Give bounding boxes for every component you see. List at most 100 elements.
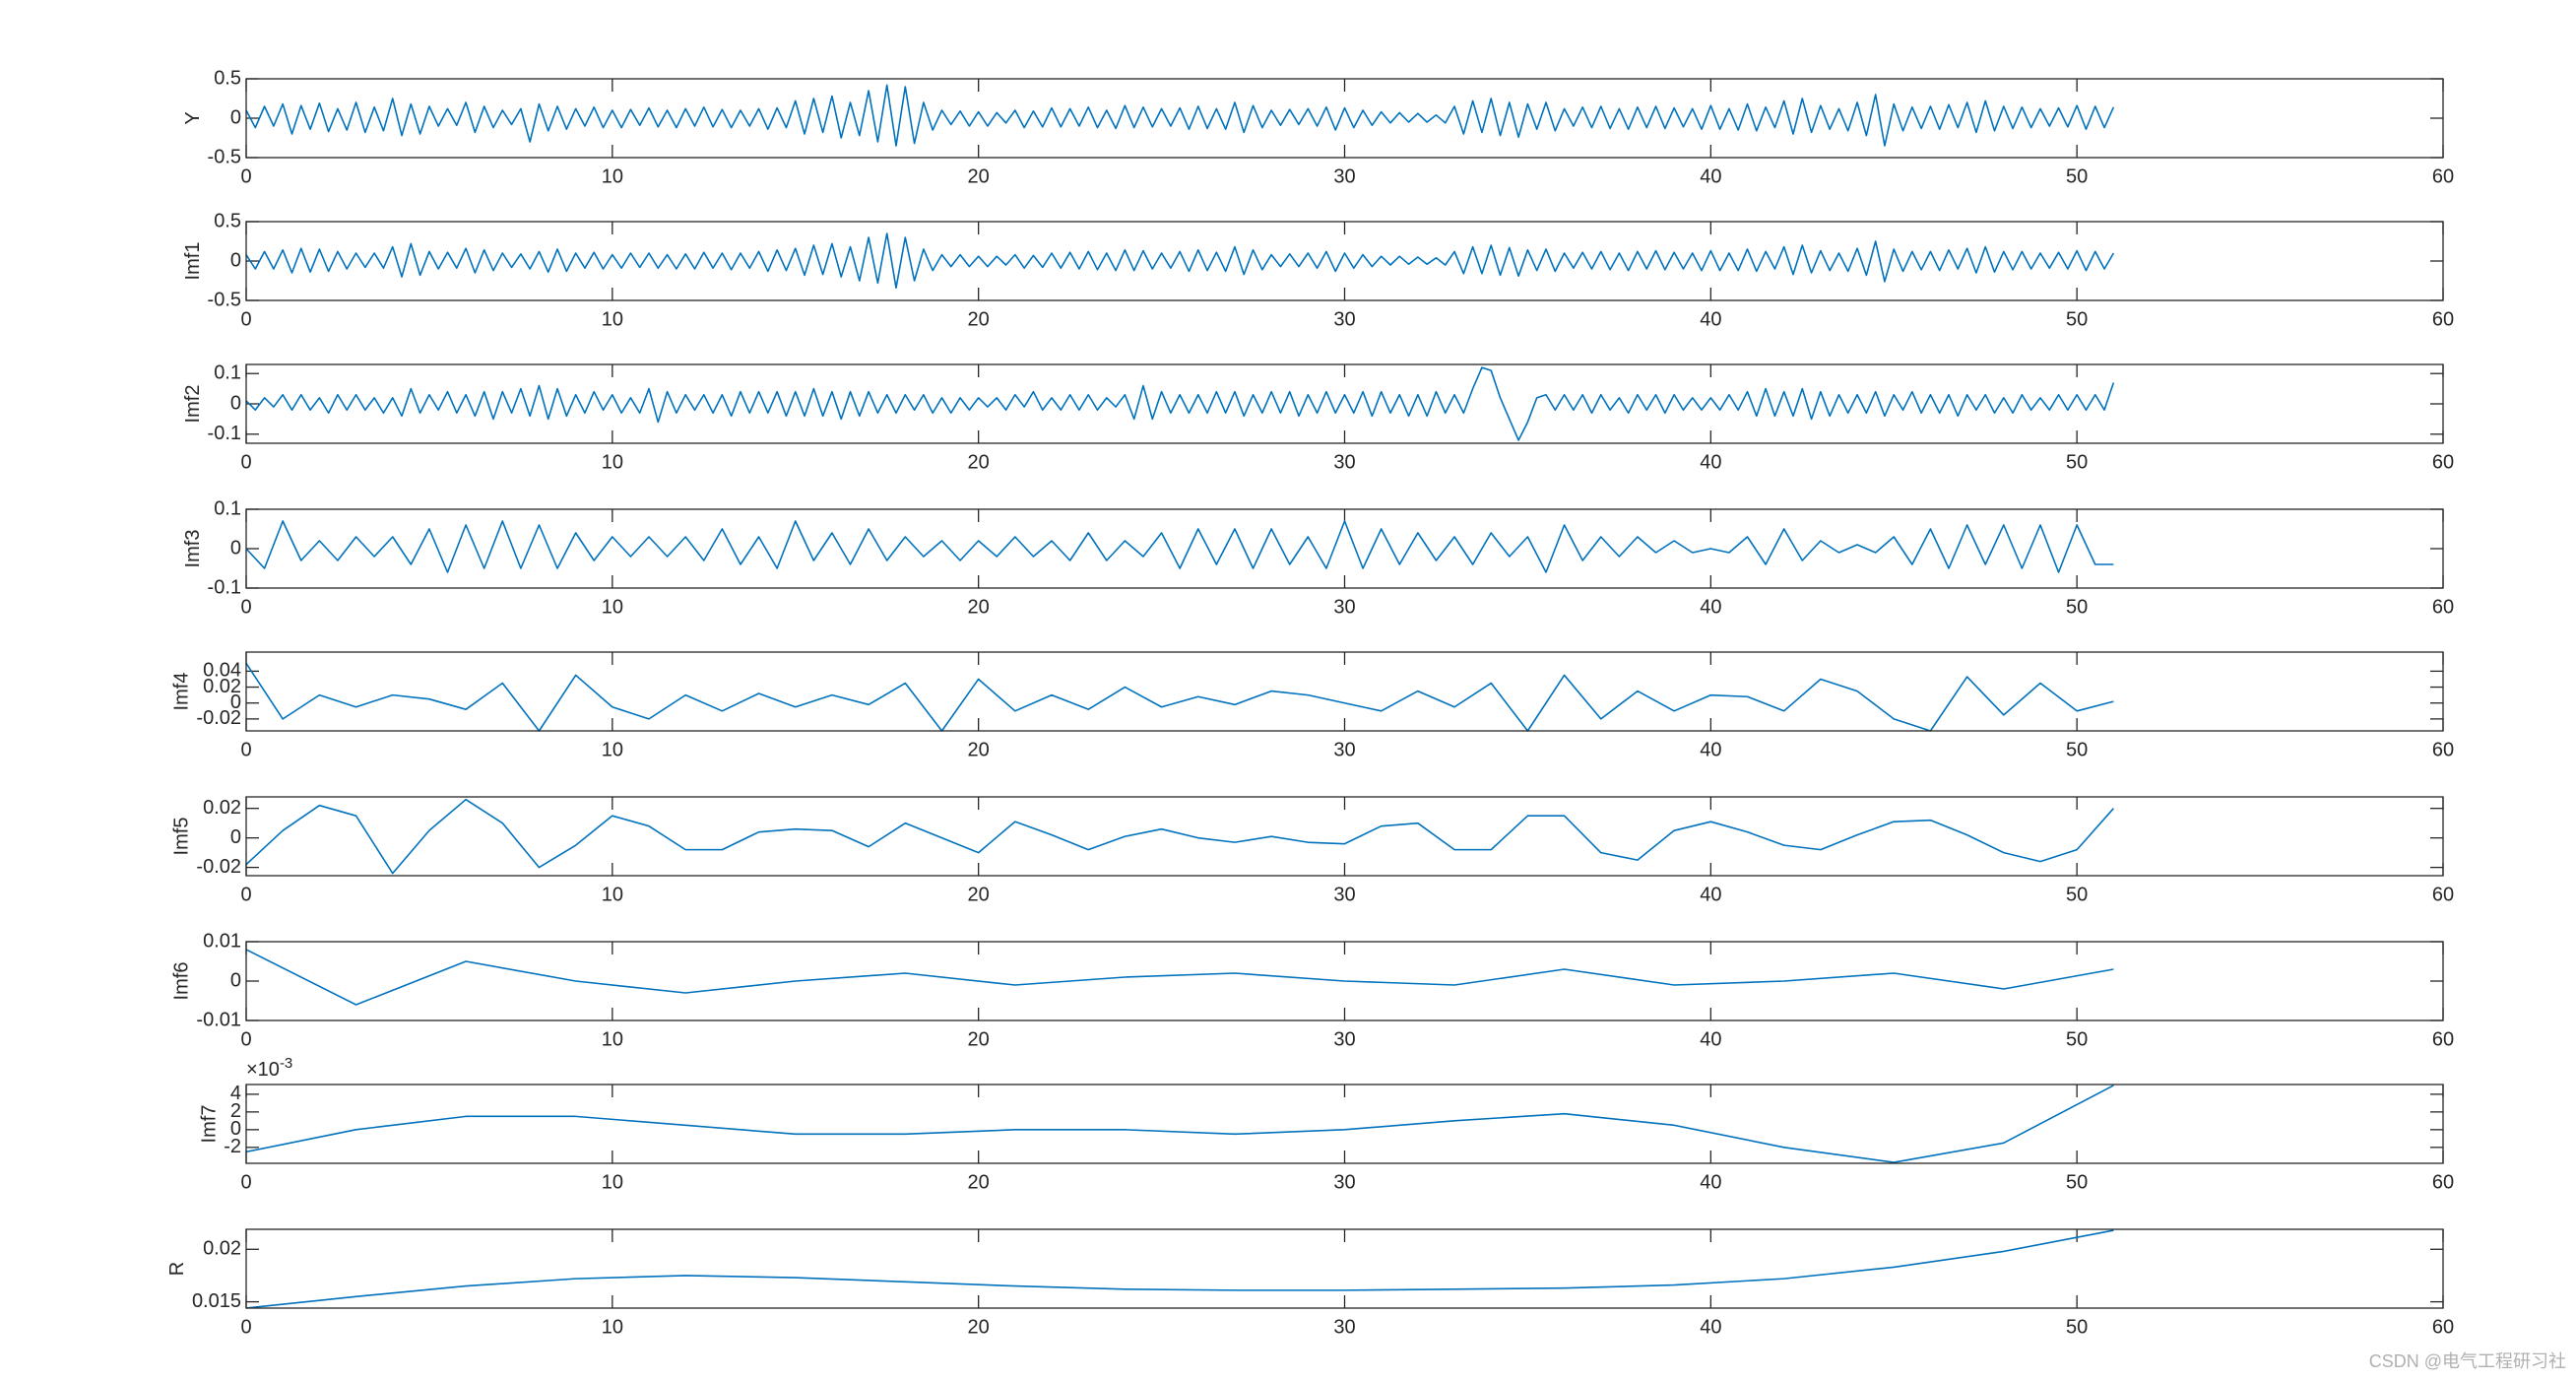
- x-tick-label: 30: [1333, 739, 1355, 760]
- x-tick-label: 30: [1333, 451, 1355, 473]
- x-tick-label: 50: [2066, 451, 2088, 473]
- x-tick-label: 50: [2066, 1171, 2088, 1193]
- x-tick-label: 50: [2066, 308, 2088, 330]
- x-tick-label: 50: [2066, 1316, 2088, 1338]
- y-tick-label: 0.02: [203, 1238, 241, 1260]
- x-tick-label: 30: [1333, 1316, 1355, 1338]
- signal-line: [246, 84, 2115, 147]
- axes-frame: [245, 78, 2444, 159]
- x-tick-label: 60: [2432, 451, 2454, 473]
- signal-line: [246, 662, 2114, 732]
- y-axis-label: R: [166, 1262, 188, 1276]
- multiplier-exponent: -3: [280, 1055, 292, 1072]
- subplot: 0 10 20 30 40 50 60 -0.1 0 0.1 Imf2: [182, 362, 2454, 474]
- x-tick-label: 20: [968, 1028, 990, 1050]
- x-tick-label: 20: [968, 1316, 990, 1338]
- axes-frame: [245, 1228, 2444, 1309]
- x-tick-label: 60: [2432, 596, 2454, 618]
- y-axis-label: Imf5: [171, 818, 193, 856]
- y-tick-label: 2: [230, 1100, 241, 1122]
- x-tick-label: 30: [1333, 165, 1355, 187]
- x-tick-label: 30: [1333, 596, 1355, 618]
- x-tick-label: 10: [602, 596, 623, 618]
- x-tick-label: 10: [602, 1171, 623, 1193]
- y-tick-label: 0.02: [203, 797, 241, 819]
- y-tick-label: 0: [230, 969, 241, 991]
- x-tick-label: 10: [602, 739, 623, 760]
- y-tick-label: 0: [230, 691, 241, 713]
- x-tick-label: 30: [1333, 884, 1355, 905]
- x-tick-label: 0: [240, 451, 251, 473]
- x-tick-label: 40: [1700, 884, 1721, 905]
- axes-box: [246, 364, 2443, 443]
- y-tick-label: -0.1: [208, 423, 241, 444]
- x-tick-label: 60: [2432, 1316, 2454, 1338]
- x-tick-label: 60: [2432, 1171, 2454, 1193]
- y-tick-label: 0: [230, 1118, 241, 1140]
- axes-box: [246, 1085, 2443, 1163]
- x-tick-label: 0: [240, 1028, 251, 1050]
- y-axis-label: Imf1: [182, 242, 204, 281]
- y-tick-label: 0.01: [203, 930, 241, 952]
- y-tick-label: 0: [230, 826, 241, 848]
- y-tick-label: -0.5: [208, 289, 241, 310]
- axes-box: [246, 652, 2443, 731]
- subplot: 0 10 20 30 40 50 60-0.500.5Y: [182, 67, 2454, 187]
- x-tick-label: 40: [1700, 1171, 1721, 1193]
- x-tick-label: 30: [1333, 1028, 1355, 1050]
- y-tick-label: -0.02: [196, 856, 241, 878]
- y-tick-label: 0.5: [214, 67, 241, 89]
- x-tick-label: 0: [240, 165, 251, 187]
- x-tick-label: 50: [2066, 739, 2088, 760]
- y-tick-label: 0: [230, 537, 241, 559]
- x-tick-label: 20: [968, 451, 990, 473]
- subplot: 0 10 20 30 40 50 60 -0.02 0 0.02 Imf5: [171, 796, 2454, 905]
- y-tick-label: -0.02: [196, 707, 241, 729]
- x-tick-label: 30: [1333, 1171, 1355, 1193]
- x-tick-label: 60: [2432, 165, 2454, 187]
- x-tick-label: 50: [2066, 165, 2088, 187]
- axes-frame: [245, 651, 2444, 732]
- x-tick-label: 0: [240, 1171, 251, 1193]
- y-axis-label: Imf2: [182, 385, 204, 424]
- signal-line: [246, 1229, 2114, 1309]
- x-tick-label: 10: [602, 1316, 623, 1338]
- x-tick-label: 10: [602, 451, 623, 473]
- x-tick-label: 50: [2066, 884, 2088, 905]
- y-tick-label: 0.04: [203, 660, 241, 682]
- y-tick-label: 0.015: [192, 1290, 241, 1312]
- y-tick-label: 0: [230, 392, 241, 414]
- x-tick-label: 20: [968, 1171, 990, 1193]
- y-multiplier: ×10-3: [246, 1055, 292, 1081]
- y-tick-label: 0.1: [214, 362, 241, 384]
- x-tick-label: 60: [2432, 1028, 2454, 1050]
- y-tick-label: 4: [230, 1083, 241, 1104]
- y-tick-label: 0: [230, 249, 241, 271]
- y-axis-label: Imf4: [171, 673, 193, 711]
- y-tick-label: 0.1: [214, 497, 241, 519]
- x-tick-label: 20: [968, 308, 990, 330]
- x-tick-label: 40: [1700, 451, 1721, 473]
- axes-box: [246, 79, 2443, 158]
- x-tick-label: 10: [602, 884, 623, 905]
- x-tick-label: 10: [602, 308, 623, 330]
- x-tick-label: 30: [1333, 308, 1355, 330]
- x-tick-label: 40: [1700, 165, 1721, 187]
- watermark: CSDN @电气工程研习社: [2369, 1351, 2566, 1371]
- x-tick-label: 0: [240, 596, 251, 618]
- x-tick-label: 20: [968, 884, 990, 905]
- y-tick-label: 0.5: [214, 210, 241, 231]
- x-tick-label: 0: [240, 308, 251, 330]
- y-tick-label: 0: [230, 106, 241, 128]
- x-tick-label: 50: [2066, 1028, 2088, 1050]
- x-tick-label: 20: [968, 165, 990, 187]
- y-tick-label: -0.5: [208, 146, 241, 167]
- x-tick-label: 40: [1700, 1028, 1721, 1050]
- x-tick-label: 20: [968, 739, 990, 760]
- y-axis-label: Y: [182, 111, 204, 124]
- x-tick-label: 60: [2432, 884, 2454, 905]
